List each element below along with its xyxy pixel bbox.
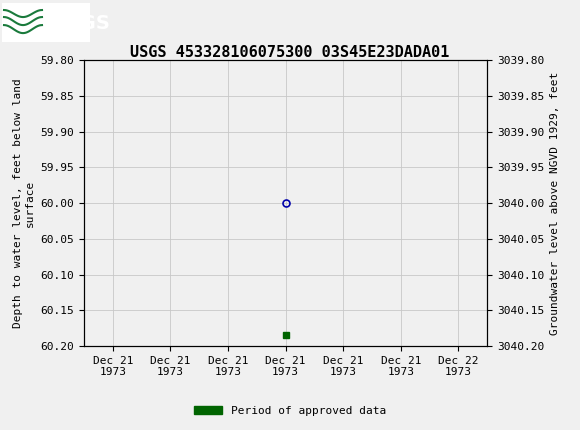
Bar	[2, 3, 90, 42]
Text: USGS 453328106075300 03S45E23DADA01: USGS 453328106075300 03S45E23DADA01	[130, 45, 450, 60]
Y-axis label: Groundwater level above NGVD 1929, feet: Groundwater level above NGVD 1929, feet	[550, 71, 560, 335]
Text: USGS: USGS	[50, 14, 110, 33]
Legend: Period of approved data: Period of approved data	[190, 401, 390, 420]
Y-axis label: Depth to water level, feet below land
surface: Depth to water level, feet below land su…	[13, 78, 35, 328]
